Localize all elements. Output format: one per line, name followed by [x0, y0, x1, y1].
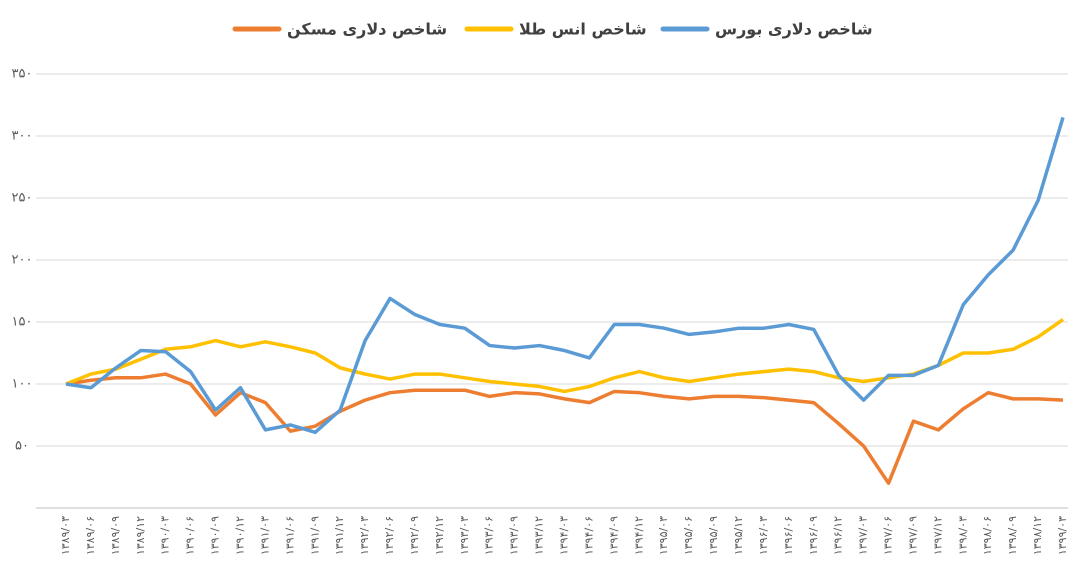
x-tick-label: ۱۳۹۸/۰۳ — [956, 516, 969, 555]
x-tick-label: ۱۳۹۲/۱۲ — [433, 516, 446, 555]
x-tick-label: ۱۳۹۰/۰۹ — [209, 516, 222, 555]
x-tick-label: ۱۳۹۵/۱۲ — [732, 516, 745, 555]
y-tick-label: ۱۰۰ — [12, 377, 33, 392]
x-tick-label: ۱۳۹۳/۰۶ — [483, 516, 496, 555]
x-tick-label: ۱۳۹۸/۱۲ — [1031, 516, 1044, 555]
y-tick-label: ۳۵۰ — [12, 67, 33, 82]
x-tick-label: ۱۳۹۴/۰۳ — [558, 516, 571, 555]
x-tick-label: ۱۳۹۷/۰۶ — [882, 516, 895, 555]
y-tick-label: ۲۰۰ — [12, 253, 33, 268]
x-tick-label: ۱۳۸۹/۰۹ — [109, 516, 122, 555]
x-tick-label: ۱۳۹۶/۱۲ — [832, 516, 845, 555]
x-tick-label: ۱۳۹۶/۰۶ — [782, 516, 795, 555]
x-tick-label: ۱۳۹۲/۰۹ — [408, 516, 421, 555]
legend-label: شاخص انس طلا — [519, 20, 647, 39]
x-tick-label: ۱۳۹۸/۰۹ — [1006, 516, 1019, 555]
x-tick-label: ۱۳۹۶/۰۳ — [757, 516, 770, 555]
x-tick-label: ۱۳۹۳/۱۲ — [533, 516, 546, 555]
y-tick-label: ۱۵۰ — [12, 315, 33, 330]
legend-label: شاخص دلاری مسکن — [287, 20, 447, 39]
x-tick-label: ۱۳۹۹/۰۳ — [1056, 516, 1069, 555]
x-tick-label: ۱۳۹۴/۰۶ — [582, 516, 595, 555]
x-tick-label: ۱۳۹۸/۰۶ — [981, 516, 994, 555]
x-tick-label: ۱۳۹۷/۱۲ — [931, 516, 944, 555]
x-tick-label: ۱۳۹۰/۰۶ — [184, 516, 197, 555]
series-line — [65, 116, 1065, 435]
x-tick-label: ۱۳۹۵/۰۹ — [707, 516, 720, 555]
x-tick-label: ۱۳۹۲/۰۳ — [358, 516, 371, 555]
y-tick-label: ۵۰ — [15, 439, 29, 454]
x-tick-label: ۱۳۹۱/۰۶ — [283, 516, 296, 555]
x-tick-label: ۱۳۸۹/۱۲ — [134, 516, 147, 555]
x-tick-label: ۱۳۹۱/۰۳ — [258, 516, 271, 555]
x-tick-label: ۱۳۹۴/۱۲ — [632, 516, 645, 555]
y-tick-label: ۲۵۰ — [12, 191, 33, 206]
x-tick-label: ۱۳۹۰/۰۳ — [159, 516, 172, 555]
y-tick-label: ۳۰۰ — [12, 129, 33, 144]
x-tick-label: ۱۳۹۱/۱۲ — [333, 516, 346, 555]
series-line — [65, 372, 1064, 485]
legend-label: شاخص دلاری بورس — [715, 20, 873, 39]
x-tick-label: ۱۳۹۱/۰۹ — [308, 516, 321, 555]
x-tick-label: ۱۳۹۶/۰۹ — [807, 516, 820, 555]
x-tick-label: ۱۳۹۷/۰۹ — [906, 516, 919, 555]
x-tick-label: ۱۳۸۹/۰۳ — [59, 516, 72, 555]
x-tick-label: ۱۳۹۳/۰۳ — [458, 516, 471, 555]
x-tick-label: ۱۳۹۷/۰۳ — [857, 516, 870, 555]
x-tick-label: ۱۳۹۰/۱۲ — [233, 516, 246, 555]
x-tick-label: ۱۳۸۹/۰۶ — [84, 516, 97, 555]
x-tick-label: ۱۳۹۳/۰۹ — [508, 516, 521, 555]
series-line — [65, 318, 1065, 394]
x-tick-label: ۱۳۹۲/۰۶ — [383, 516, 396, 555]
x-tick-label: ۱۳۹۴/۰۹ — [607, 516, 620, 555]
x-tick-label: ۱۳۹۵/۰۳ — [657, 516, 670, 555]
x-tick-label: ۱۳۹۵/۰۶ — [682, 516, 695, 555]
